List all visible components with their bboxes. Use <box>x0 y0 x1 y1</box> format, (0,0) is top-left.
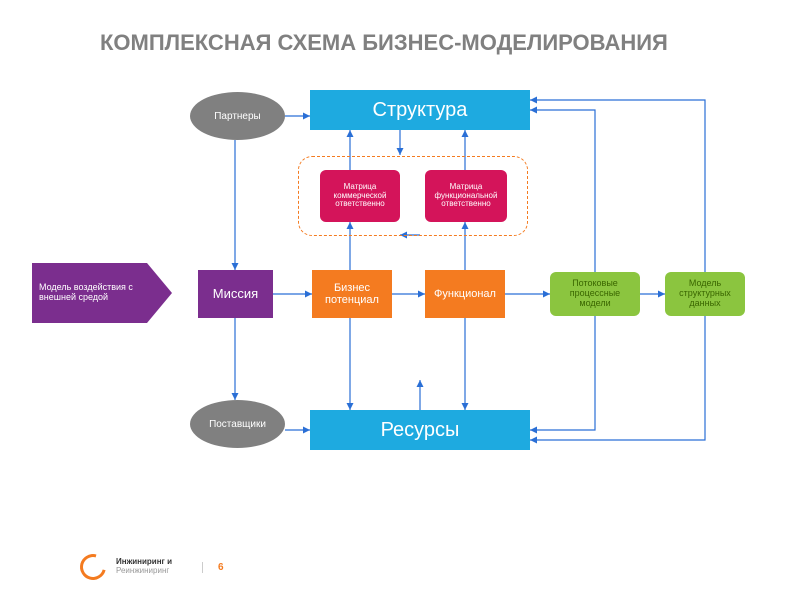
node-biz_potential: Бизнес потенциал <box>312 270 392 318</box>
node-matrix_comm: Матрица коммерческой ответственно <box>320 170 400 222</box>
node-suppliers: Поставщики <box>190 400 285 448</box>
footer-brand: Инжиниринг и Реинжиниринг <box>116 558 172 576</box>
footer-logo-icon <box>75 549 111 585</box>
node-partners: Партнеры <box>190 92 285 140</box>
node-flow_models: Потоковые процессные модели <box>550 272 640 316</box>
node-struct_data: Модель структурных данных <box>665 272 745 316</box>
node-matrix_func: Матрица функциональной ответственно <box>425 170 507 222</box>
diagram-canvas: Структура Ресурсы Партнеры Поставщики Миссия… <box>0 80 800 520</box>
page-number: 6 <box>202 562 224 573</box>
footer: Инжиниринг и Реинжиниринг 6 <box>80 554 224 580</box>
node-functional: Функционал <box>425 270 505 318</box>
node-mission: Миссия <box>198 270 273 318</box>
node-model_env: Модель воздействия с внешней средой <box>35 265 140 320</box>
node-structure: Структура <box>310 90 530 130</box>
node-resources: Ресурсы <box>310 410 530 450</box>
page-title: КОМПЛЕКСНАЯ СХЕМА БИЗНЕС-МОДЕЛИРОВАНИЯ <box>100 30 668 55</box>
footer-line2: Реинжиниринг <box>116 567 172 576</box>
